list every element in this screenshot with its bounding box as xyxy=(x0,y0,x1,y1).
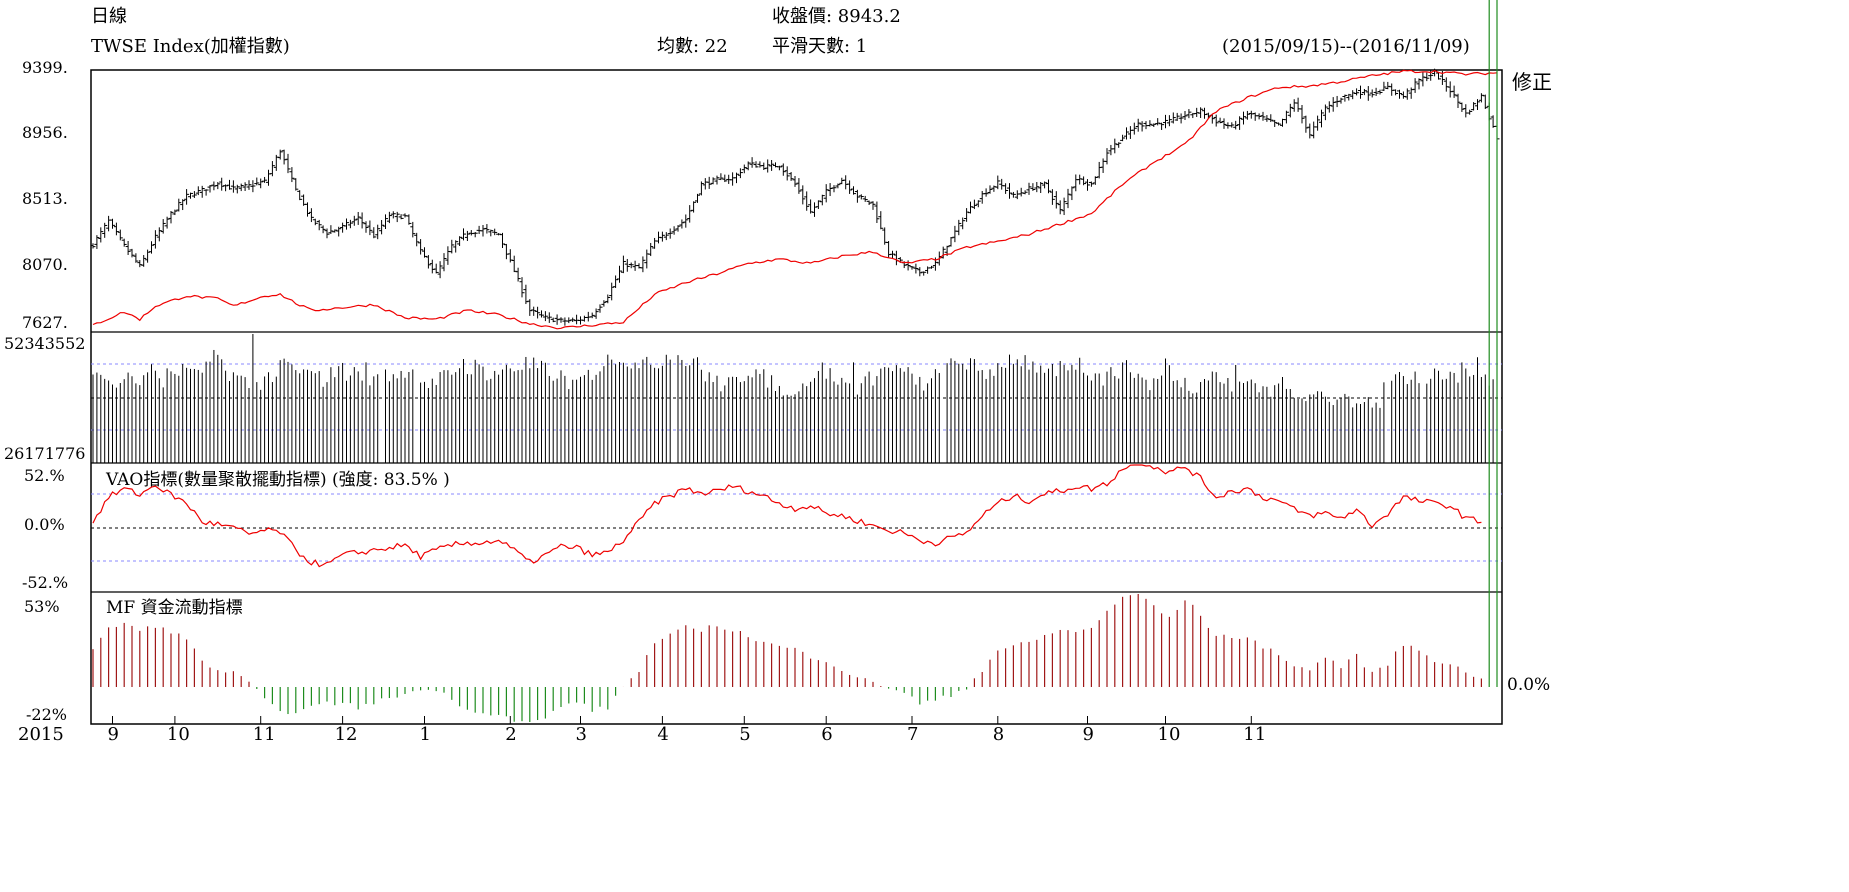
vao-tick-label: -52.% xyxy=(22,573,69,592)
month-label: 11 xyxy=(1243,724,1267,745)
month-label: 1 xyxy=(419,724,431,745)
year-label: 2015 xyxy=(18,724,64,745)
chart-frame xyxy=(90,69,1503,725)
month-label: 2 xyxy=(505,724,517,745)
month-label: 8 xyxy=(992,724,1005,745)
month-label: 11 xyxy=(252,724,276,745)
month-label: 9 xyxy=(107,724,119,745)
price-tick-label: 9399. xyxy=(22,58,68,77)
moving-average-line xyxy=(92,69,1498,330)
month-label: 9 xyxy=(1082,724,1094,745)
volume-tick-label: 52343552 xyxy=(4,334,86,353)
vao-line xyxy=(92,464,1482,568)
mf-title: MF 資金流動指標 xyxy=(106,598,243,618)
average-label: 均數: 22 xyxy=(657,36,728,57)
month-label: 7 xyxy=(907,724,919,745)
vao-tick-label: 0.0% xyxy=(24,515,65,534)
month-label: 5 xyxy=(739,724,751,745)
month-label: 3 xyxy=(575,724,587,745)
close-price-label: 收盤價: 8943.2 xyxy=(772,6,901,27)
instrument-label: TWSE Index(加權指數) xyxy=(91,36,290,57)
volume-tick-label: 26171776 xyxy=(4,444,86,463)
date-range-label: (2015/09/15)--(2016/11/09) xyxy=(1222,36,1470,57)
month-label: 10 xyxy=(1157,724,1181,745)
vao-title: VAO指標(數量聚散擺動指標) (強度: 83.5% ) xyxy=(106,470,450,490)
price-tick-label: 8956. xyxy=(22,123,68,142)
month-label: 4 xyxy=(657,724,669,745)
month-label: 12 xyxy=(334,724,358,745)
price-tick-label: 8513. xyxy=(22,189,68,208)
mf-tick-label: 53% xyxy=(24,597,60,616)
mf-zero-label: 0.0% xyxy=(1507,675,1551,695)
month-label: 10 xyxy=(166,724,190,745)
revise-button[interactable]: 修正 xyxy=(1512,70,1552,94)
month-label: 6 xyxy=(821,724,833,745)
price-tick-label: 8070. xyxy=(22,255,68,274)
mf-tick-label: -22% xyxy=(26,705,67,724)
vao-tick-label: 52.% xyxy=(24,466,65,485)
period-label: 日線 xyxy=(91,6,127,27)
price-tick-label: 7627. xyxy=(22,313,68,332)
smoothing-label: 平滑天數: 1 xyxy=(772,36,868,57)
